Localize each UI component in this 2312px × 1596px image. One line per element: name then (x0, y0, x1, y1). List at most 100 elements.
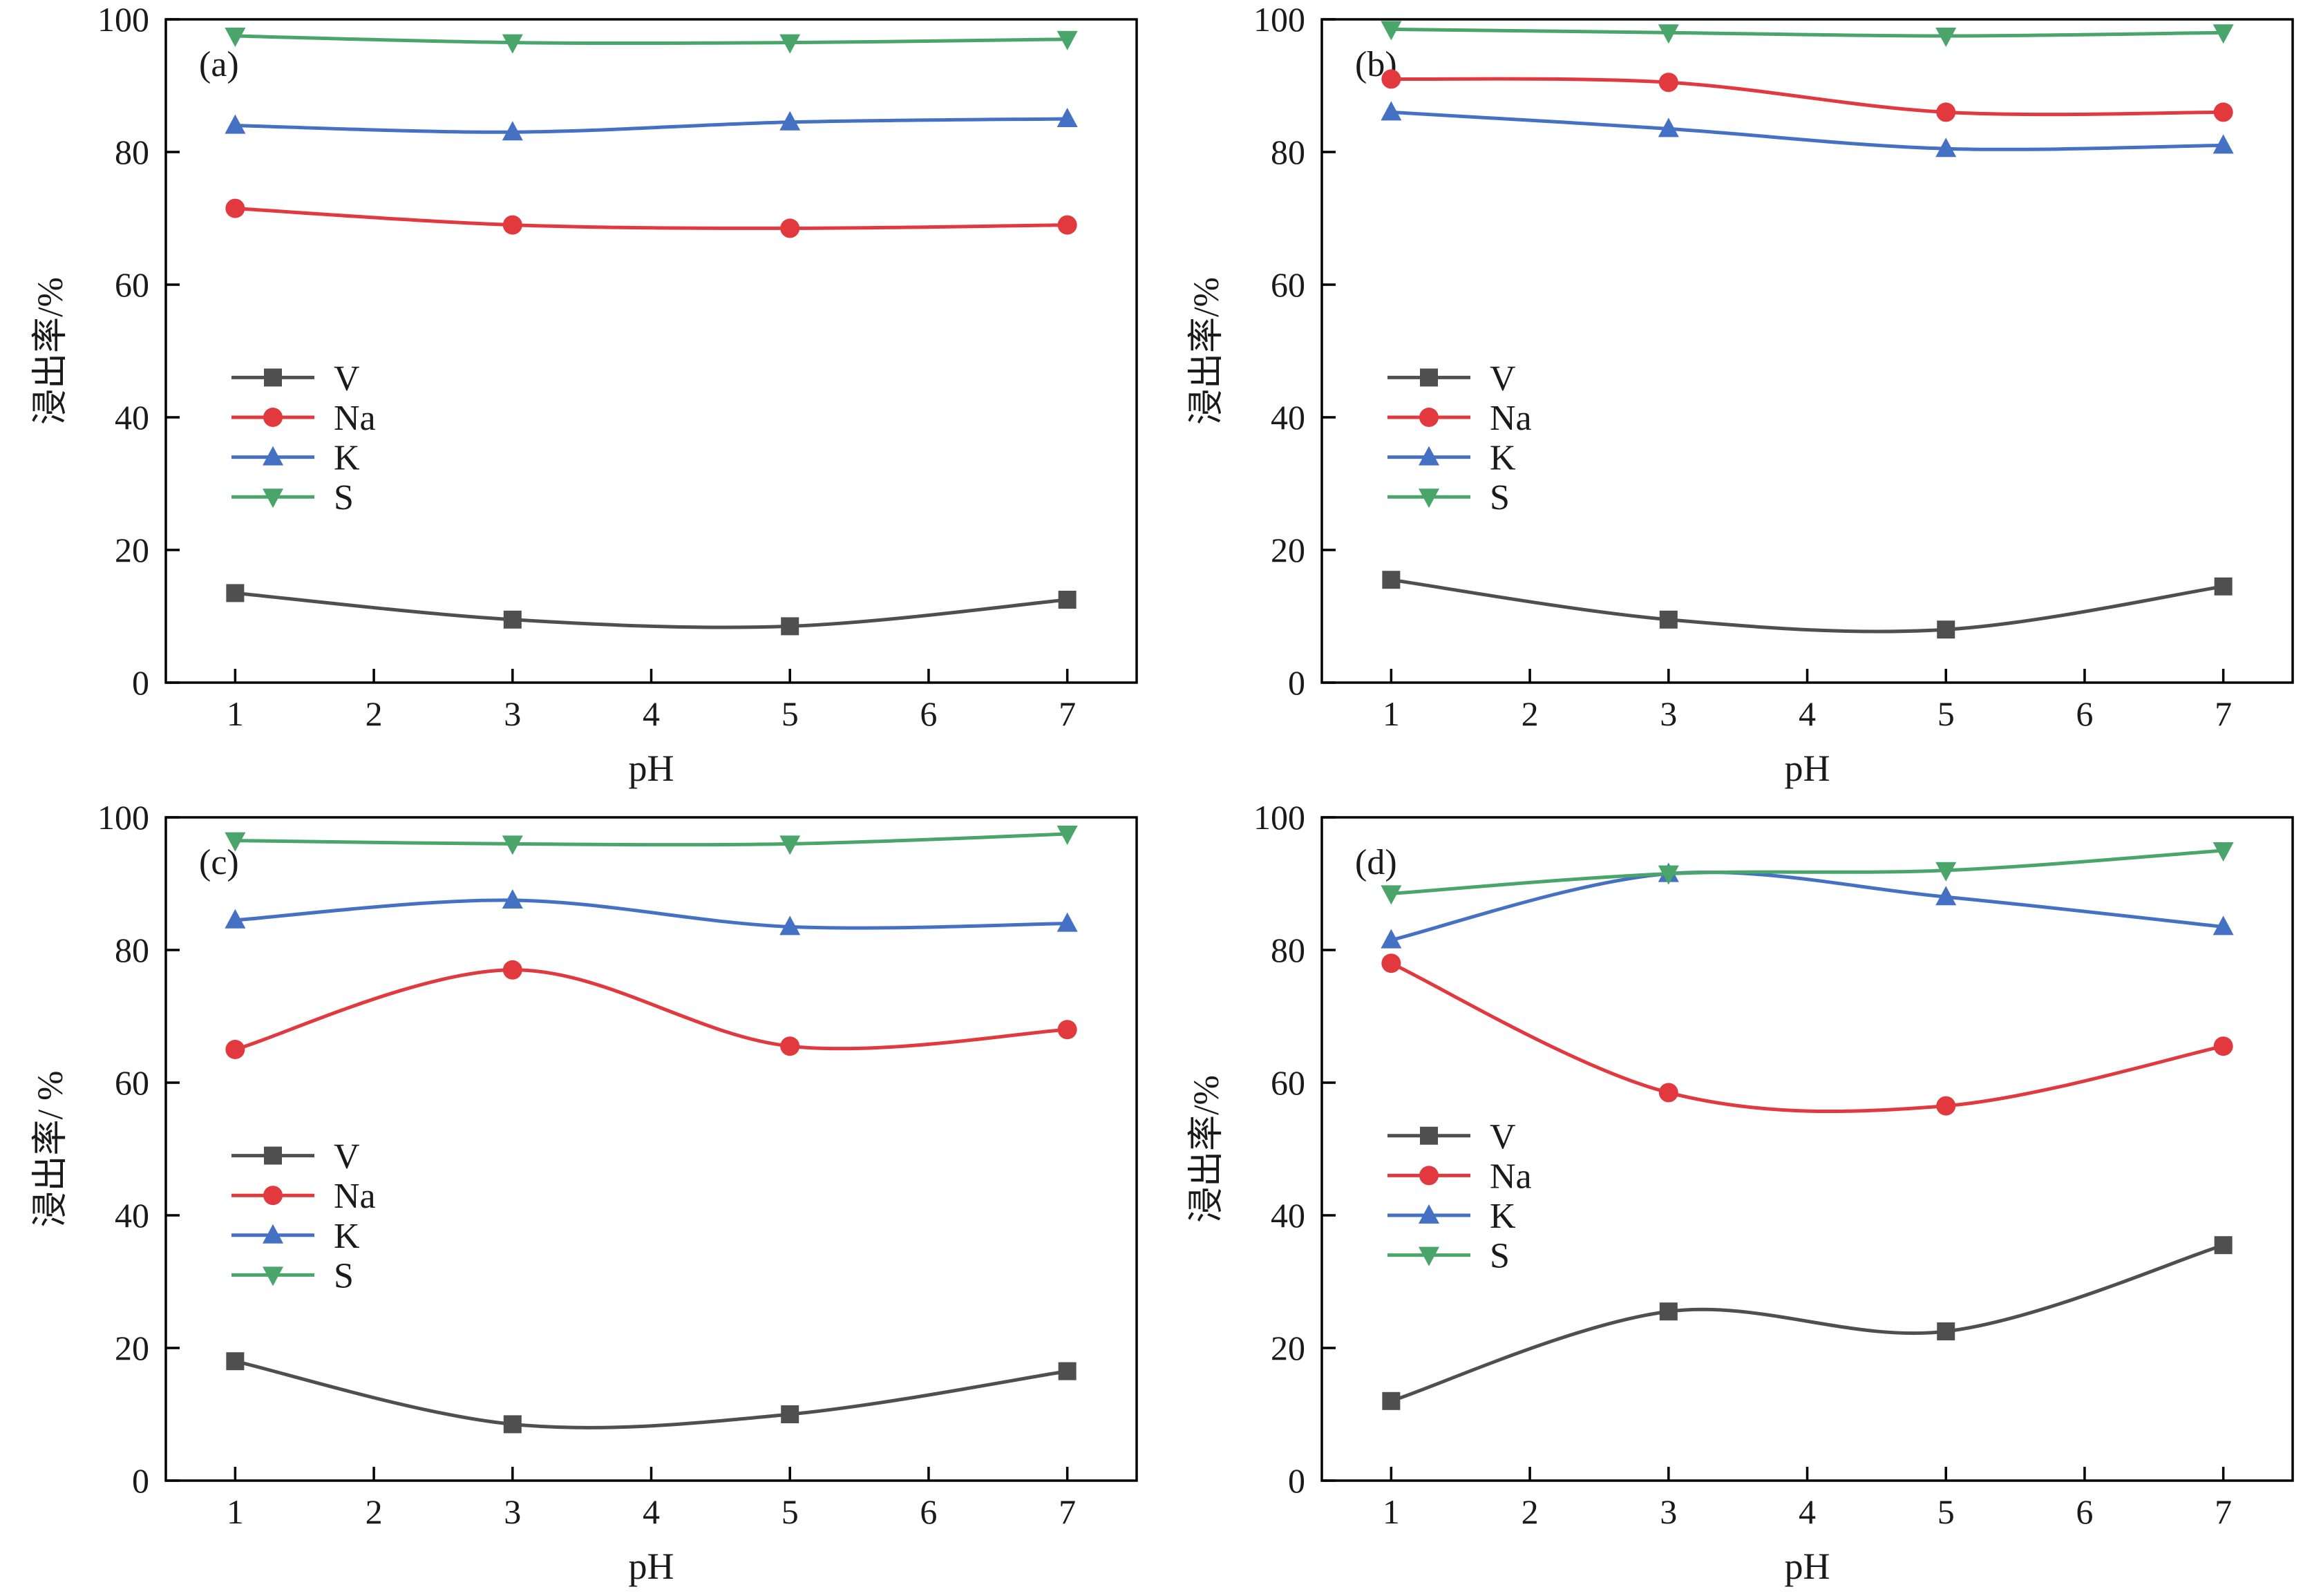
series-marker-K (2212, 915, 2234, 935)
series-line-K (233, 898, 1070, 930)
series-marker-V (226, 1352, 245, 1371)
y-tick-label: 100 (97, 798, 149, 837)
y-tick-label: 40 (1271, 398, 1305, 437)
series-marker-K (225, 909, 246, 929)
series-marker-Na (2213, 102, 2233, 122)
legend-label-S: S (334, 1256, 354, 1295)
series-line-V (1389, 1243, 2226, 1403)
legend-marker-K (1419, 1204, 1439, 1224)
x-tick-label: 5 (781, 694, 799, 733)
x-tick-label: 4 (1799, 1492, 1816, 1531)
panel-label: (a) (199, 45, 239, 84)
series-marker-S (2212, 24, 2234, 44)
legend-marker-S (1419, 1246, 1439, 1266)
series-marker-Na (502, 215, 522, 235)
series-line-V (233, 591, 1070, 629)
legend-marker-S (1419, 488, 1439, 509)
legend-label-V: V (334, 1137, 360, 1177)
series-marker-K (779, 111, 801, 131)
series-marker-K (1381, 929, 1402, 949)
series-marker-K (1381, 101, 1402, 121)
panel-label: (c) (199, 843, 239, 882)
y-tick-label: 80 (1271, 931, 1305, 969)
y-tick-label: 20 (115, 531, 149, 569)
series-marker-S (225, 832, 246, 852)
legend-marker-S (263, 488, 283, 509)
y-tick-label: 80 (115, 931, 149, 969)
x-tick-label: 1 (1383, 694, 1400, 733)
series-marker-S (1658, 24, 1679, 44)
series-marker-V (503, 610, 522, 629)
x-axis-label: pH (629, 748, 674, 789)
legend-label-S: S (1490, 1237, 1510, 1276)
legend-label-Na: Na (334, 1177, 376, 1216)
panel-d: 1 2 3 4 5 6 7 0 20 40 60 80 100 pH 浸出率/% (d) V Na K S (1156, 798, 2312, 1596)
x-tick-label: 4 (643, 694, 660, 733)
series-marker-S (1935, 862, 1957, 882)
legend-label-K: K (1490, 1197, 1516, 1236)
legend-marker-V (1420, 368, 1438, 387)
x-tick-label: 5 (781, 1492, 799, 1531)
legend-marker-V (264, 1146, 282, 1165)
x-tick-label: 7 (1059, 694, 1076, 733)
x-tick-label: 6 (920, 1492, 937, 1531)
series-marker-S (225, 28, 246, 47)
y-axis-label: 浸出率/ % (31, 1071, 70, 1228)
x-tick-label: 4 (1799, 694, 1816, 733)
legend-label-V: V (1490, 359, 1516, 398)
series-marker-V (1382, 1391, 1401, 1410)
x-tick-label: 4 (643, 1492, 660, 1531)
y-tick-label: 20 (115, 1329, 149, 1367)
series-marker-V (1058, 591, 1077, 609)
series-line-S (1389, 27, 2226, 38)
series-marker-V (1659, 610, 1678, 629)
x-axis-label: pH (1785, 748, 1830, 789)
series-marker-Na (1381, 953, 1401, 973)
legend-marker-Na (1419, 1166, 1439, 1186)
legend-marker-V (1420, 1126, 1438, 1145)
legend-marker-K (263, 1224, 283, 1244)
y-axis-label: 浸出率/% (1187, 277, 1226, 425)
series-marker-K (502, 889, 523, 909)
series-marker-K (1935, 137, 1957, 158)
legend-label-V: V (334, 359, 360, 398)
series-marker-Na (1658, 1083, 1678, 1103)
series-marker-K (502, 121, 523, 141)
series-marker-S (779, 34, 801, 54)
series-marker-V (781, 1405, 799, 1423)
x-axis-label: pH (629, 1546, 674, 1587)
x-tick-label: 5 (1937, 694, 1955, 733)
series-marker-V (1937, 1322, 1955, 1340)
series-line-S (233, 34, 1070, 46)
y-tick-label: 20 (1271, 531, 1305, 569)
series-marker-V (1937, 620, 1955, 639)
x-tick-label: 7 (2215, 694, 2232, 733)
y-tick-label: 20 (1271, 1329, 1305, 1367)
x-tick-label: 2 (366, 1492, 383, 1531)
x-tick-label: 7 (2215, 1492, 2232, 1531)
legend-label-S: S (1490, 478, 1510, 517)
legend-marker-Na (1419, 408, 1439, 427)
series-marker-Na (780, 218, 800, 238)
x-tick-label: 3 (1660, 1492, 1677, 1531)
panel-label: (d) (1355, 843, 1397, 882)
series-line-K (1389, 110, 2226, 151)
series-marker-K (225, 114, 246, 134)
y-tick-label: 60 (1271, 1063, 1305, 1102)
series-marker-K (1935, 886, 1957, 906)
legend-label-Na: Na (1490, 399, 1532, 438)
plot-border (1320, 18, 2294, 684)
series-marker-V (226, 584, 245, 602)
series-marker-V (1058, 1362, 1077, 1380)
panel-b: 1 2 3 4 5 6 7 0 20 40 60 80 100 pH 浸出率/% (b) V Na K S (1156, 0, 2312, 798)
series-marker-Na (1381, 69, 1401, 89)
y-tick-label: 0 (1288, 1461, 1305, 1500)
series-marker-S (502, 34, 523, 54)
series-marker-S (1056, 30, 1078, 50)
legend-marker-V (264, 368, 282, 387)
y-axis-label: 浸出率/% (1187, 1075, 1226, 1223)
